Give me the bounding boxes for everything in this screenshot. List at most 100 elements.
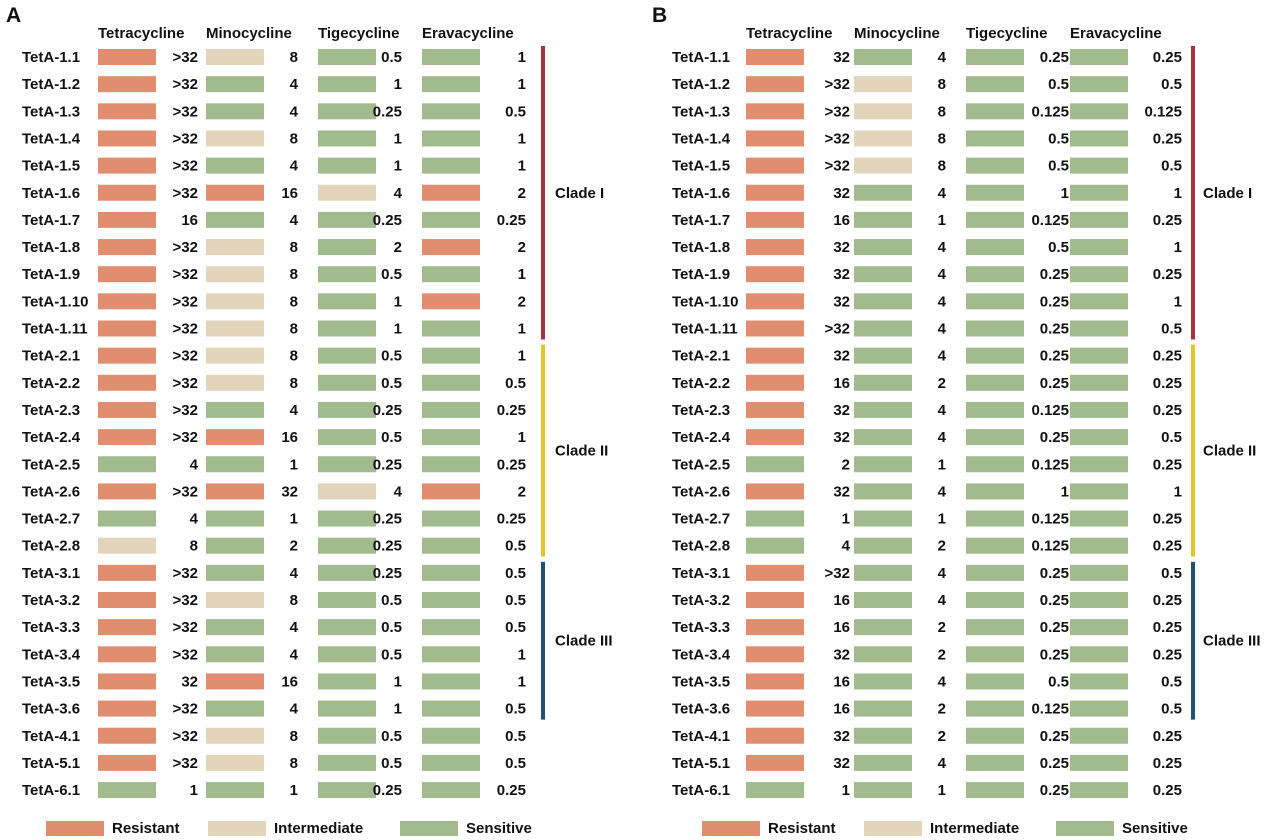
mic-bar-minocycline [854,76,912,93]
mic-value-eravacycline: 0.125 [1144,103,1182,120]
mic-bar-tetracycline [98,266,156,283]
mic-value-tetracycline: 1 [842,511,850,528]
mic-bar-eravacycline [422,293,480,310]
mic-value-minocycline: 8 [938,103,946,120]
mic-value-tigecycline: 0.5 [381,266,402,283]
legend-label-resistant: Resistant [768,820,836,837]
mic-value-eravacycline: 0.25 [1153,348,1182,365]
mic-value-tigecycline: 0.25 [1040,49,1069,66]
mic-value-eravacycline: 1 [518,158,526,175]
mic-bar-minocycline [854,320,912,337]
mic-value-tetracycline: >32 [173,592,198,609]
row-label: TetA-2.3 [672,402,730,419]
mic-value-minocycline: 1 [290,782,298,799]
mic-bar-minocycline [206,157,264,174]
mic-bar-tigecycline [318,782,376,799]
row-label: TetA-1.8 [22,239,80,256]
mic-bar-tetracycline [746,646,804,663]
legend-item-sensitive-b: Sensitive [1056,820,1188,837]
mic-value-eravacycline: 0.25 [1153,538,1182,555]
mic-bar-eravacycline [1070,510,1128,527]
legend: Resistant Intermediate Sensitive Resista… [0,818,1266,840]
row-label: TetA-2.8 [672,538,730,555]
mic-value-minocycline: 4 [938,592,947,609]
row-label: TetA-1.5 [22,158,80,175]
mic-bar-tigecycline [966,592,1024,608]
column-header-eravacycline: Eravacycline [422,25,514,42]
mic-value-minocycline: 2 [938,538,946,555]
row-label: TetA-2.6 [672,483,730,500]
mic-value-minocycline: 2 [938,728,946,745]
mic-value-eravacycline: 0.5 [1161,158,1182,175]
mic-value-minocycline: 4 [938,483,947,500]
mic-value-tigecycline: 0.5 [1048,76,1069,93]
mic-bar-tigecycline [966,401,1024,418]
mic-value-minocycline: 4 [290,646,299,663]
mic-value-tetracycline: >32 [825,158,850,175]
mic-value-minocycline: 2 [938,619,946,636]
mic-value-minocycline: 4 [290,619,299,636]
mic-bar-tigecycline [966,239,1024,256]
mic-value-eravacycline: 0.5 [1161,565,1182,582]
mic-bar-eravacycline [422,619,480,636]
mic-value-minocycline: 4 [290,565,299,582]
mic-value-eravacycline: 0.5 [1161,76,1182,93]
mic-value-minocycline: 4 [290,212,299,229]
mic-bar-minocycline [206,754,264,771]
mic-value-tigecycline: 1 [394,293,402,310]
mic-bar-minocycline [206,320,264,337]
mic-value-tigecycline: 0.25 [1040,375,1069,392]
mic-value-eravacycline: 0.25 [1153,456,1182,473]
mic-value-tigecycline: 0.25 [373,538,402,555]
mic-value-tigecycline: 0.5 [381,429,402,446]
mic-value-eravacycline: 0.25 [1153,212,1182,229]
mic-bar-minocycline [854,401,912,418]
mic-value-minocycline: 8 [938,76,946,93]
mic-bar-tigecycline [966,76,1024,93]
mic-bar-minocycline [206,374,264,391]
legend-swatch-intermediate [208,821,266,836]
mic-bar-tigecycline [318,673,376,690]
row-label: TetA-3.6 [22,701,80,718]
mic-value-tigecycline: 0.5 [381,619,402,636]
row-label: TetA-4.1 [22,728,80,745]
mic-value-tetracycline: 32 [833,49,850,66]
mic-value-tigecycline: 0.25 [1040,755,1069,772]
row-label: TetA-6.1 [22,782,80,799]
mic-value-eravacycline: 0.25 [1153,130,1182,147]
mic-bar-eravacycline [1070,76,1128,93]
mic-bar-tigecycline [318,184,376,201]
mic-bar-tigecycline [318,754,376,771]
mic-value-eravacycline: 1 [1174,185,1182,202]
mic-bar-tigecycline [966,782,1024,799]
mic-bar-eravacycline [422,537,480,554]
mic-bar-tigecycline [318,483,376,500]
row-label: TetA-1.3 [672,103,730,120]
mic-value-tigecycline: 1 [394,76,402,93]
mic-bar-tigecycline [966,157,1024,174]
mic-bar-tetracycline [746,429,804,446]
mic-value-tigecycline: 0.5 [381,49,402,66]
row-label: TetA-2.7 [672,511,730,528]
mic-bar-tetracycline [746,564,804,581]
mic-bar-minocycline [206,266,264,283]
mic-bar-eravacycline [422,754,480,771]
mic-bar-tetracycline [746,510,804,527]
row-label: TetA-4.1 [672,728,730,745]
mic-value-eravacycline: 1 [518,646,526,663]
row-label: TetA-2.4 [22,429,81,446]
mic-bar-minocycline [206,347,264,364]
mic-bar-minocycline [206,49,264,65]
clade-bracket [541,561,545,720]
mic-value-eravacycline: 0.25 [1153,646,1182,663]
mic-value-minocycline: 4 [938,49,947,66]
legend-item-sensitive: Sensitive [400,820,532,837]
mic-bar-tetracycline [98,320,156,337]
mic-value-minocycline: 8 [290,49,298,66]
mic-bar-tigecycline [318,130,376,147]
mic-bar-eravacycline [1070,564,1128,581]
mic-bar-tigecycline [318,727,376,744]
mic-bar-eravacycline [422,456,480,473]
mic-bar-tetracycline [98,619,156,636]
mic-value-tetracycline: >32 [173,755,198,772]
